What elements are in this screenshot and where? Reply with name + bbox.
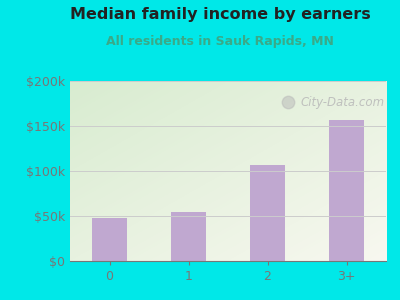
Text: City-Data.com: City-Data.com bbox=[301, 96, 385, 109]
Text: All residents in Sauk Rapids, MN: All residents in Sauk Rapids, MN bbox=[106, 34, 334, 47]
Bar bbox=[171, 212, 206, 261]
Bar bbox=[250, 165, 285, 261]
Bar bbox=[92, 218, 127, 261]
Text: Median family income by earners: Median family income by earners bbox=[70, 8, 370, 22]
Bar bbox=[329, 120, 364, 261]
